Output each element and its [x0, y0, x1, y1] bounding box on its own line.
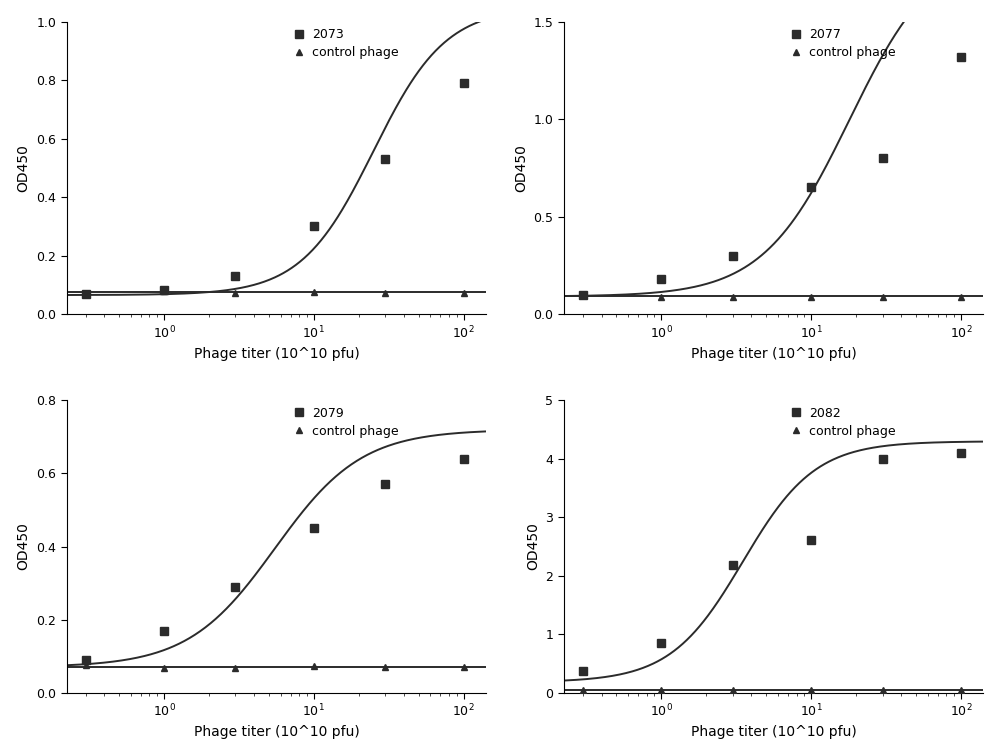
2079 — [379, 480, 391, 489]
2073 — [308, 222, 320, 231]
Line: 2082: 2082 — [579, 449, 965, 674]
Legend: 2077, control phage: 2077, control phage — [788, 28, 896, 59]
2077 — [655, 274, 667, 284]
control phage — [379, 663, 391, 672]
control phage — [955, 685, 967, 694]
X-axis label: Phage titer (10^10 pfu): Phage titer (10^10 pfu) — [194, 347, 359, 361]
Y-axis label: OD450: OD450 — [17, 522, 31, 571]
2082 — [655, 639, 667, 648]
2077 — [877, 153, 889, 163]
2082 — [805, 535, 817, 544]
Line: control phage: control phage — [579, 291, 964, 300]
2082 — [955, 448, 967, 457]
X-axis label: Phage titer (10^10 pfu): Phage titer (10^10 pfu) — [194, 725, 359, 739]
control phage — [577, 685, 589, 694]
2077 — [577, 290, 589, 299]
Legend: 2079, control phage: 2079, control phage — [291, 407, 399, 438]
2082 — [727, 561, 739, 570]
control phage — [308, 287, 320, 296]
2079 — [458, 454, 470, 463]
2073 — [379, 154, 391, 163]
Y-axis label: OD450: OD450 — [526, 522, 540, 571]
Line: control phage: control phage — [82, 288, 467, 296]
Line: 2073: 2073 — [82, 79, 468, 298]
Line: control phage: control phage — [82, 662, 467, 671]
2079 — [229, 582, 241, 591]
control phage — [727, 292, 739, 301]
Legend: 2073, control phage: 2073, control phage — [291, 28, 399, 59]
control phage — [229, 289, 241, 298]
control phage — [308, 662, 320, 671]
control phage — [80, 661, 92, 670]
control phage — [379, 288, 391, 297]
Y-axis label: OD450: OD450 — [17, 144, 31, 192]
control phage — [655, 685, 667, 694]
Line: control phage: control phage — [579, 686, 964, 694]
2082 — [577, 666, 589, 675]
control phage — [805, 292, 817, 301]
X-axis label: Phage titer (10^10 pfu): Phage titer (10^10 pfu) — [691, 725, 856, 739]
2079 — [158, 626, 170, 635]
control phage — [955, 292, 967, 301]
control phage — [577, 290, 589, 299]
2077 — [955, 52, 967, 61]
2073 — [158, 286, 170, 295]
X-axis label: Phage titer (10^10 pfu): Phage titer (10^10 pfu) — [691, 347, 856, 361]
control phage — [229, 663, 241, 672]
2073 — [80, 289, 92, 298]
control phage — [458, 289, 470, 298]
control phage — [655, 292, 667, 301]
control phage — [877, 292, 889, 301]
2073 — [458, 79, 470, 88]
2077 — [805, 183, 817, 192]
control phage — [158, 287, 170, 296]
control phage — [877, 685, 889, 694]
2079 — [308, 524, 320, 533]
Y-axis label: OD450: OD450 — [514, 144, 528, 192]
2079 — [80, 655, 92, 665]
control phage — [458, 663, 470, 672]
Line: 2079: 2079 — [82, 454, 468, 664]
control phage — [727, 686, 739, 695]
control phage — [80, 288, 92, 297]
2073 — [229, 271, 241, 280]
Legend: 2082, control phage: 2082, control phage — [788, 407, 896, 438]
2077 — [727, 251, 739, 260]
control phage — [805, 686, 817, 695]
Line: 2077: 2077 — [579, 53, 965, 299]
2082 — [877, 454, 889, 463]
control phage — [158, 663, 170, 672]
